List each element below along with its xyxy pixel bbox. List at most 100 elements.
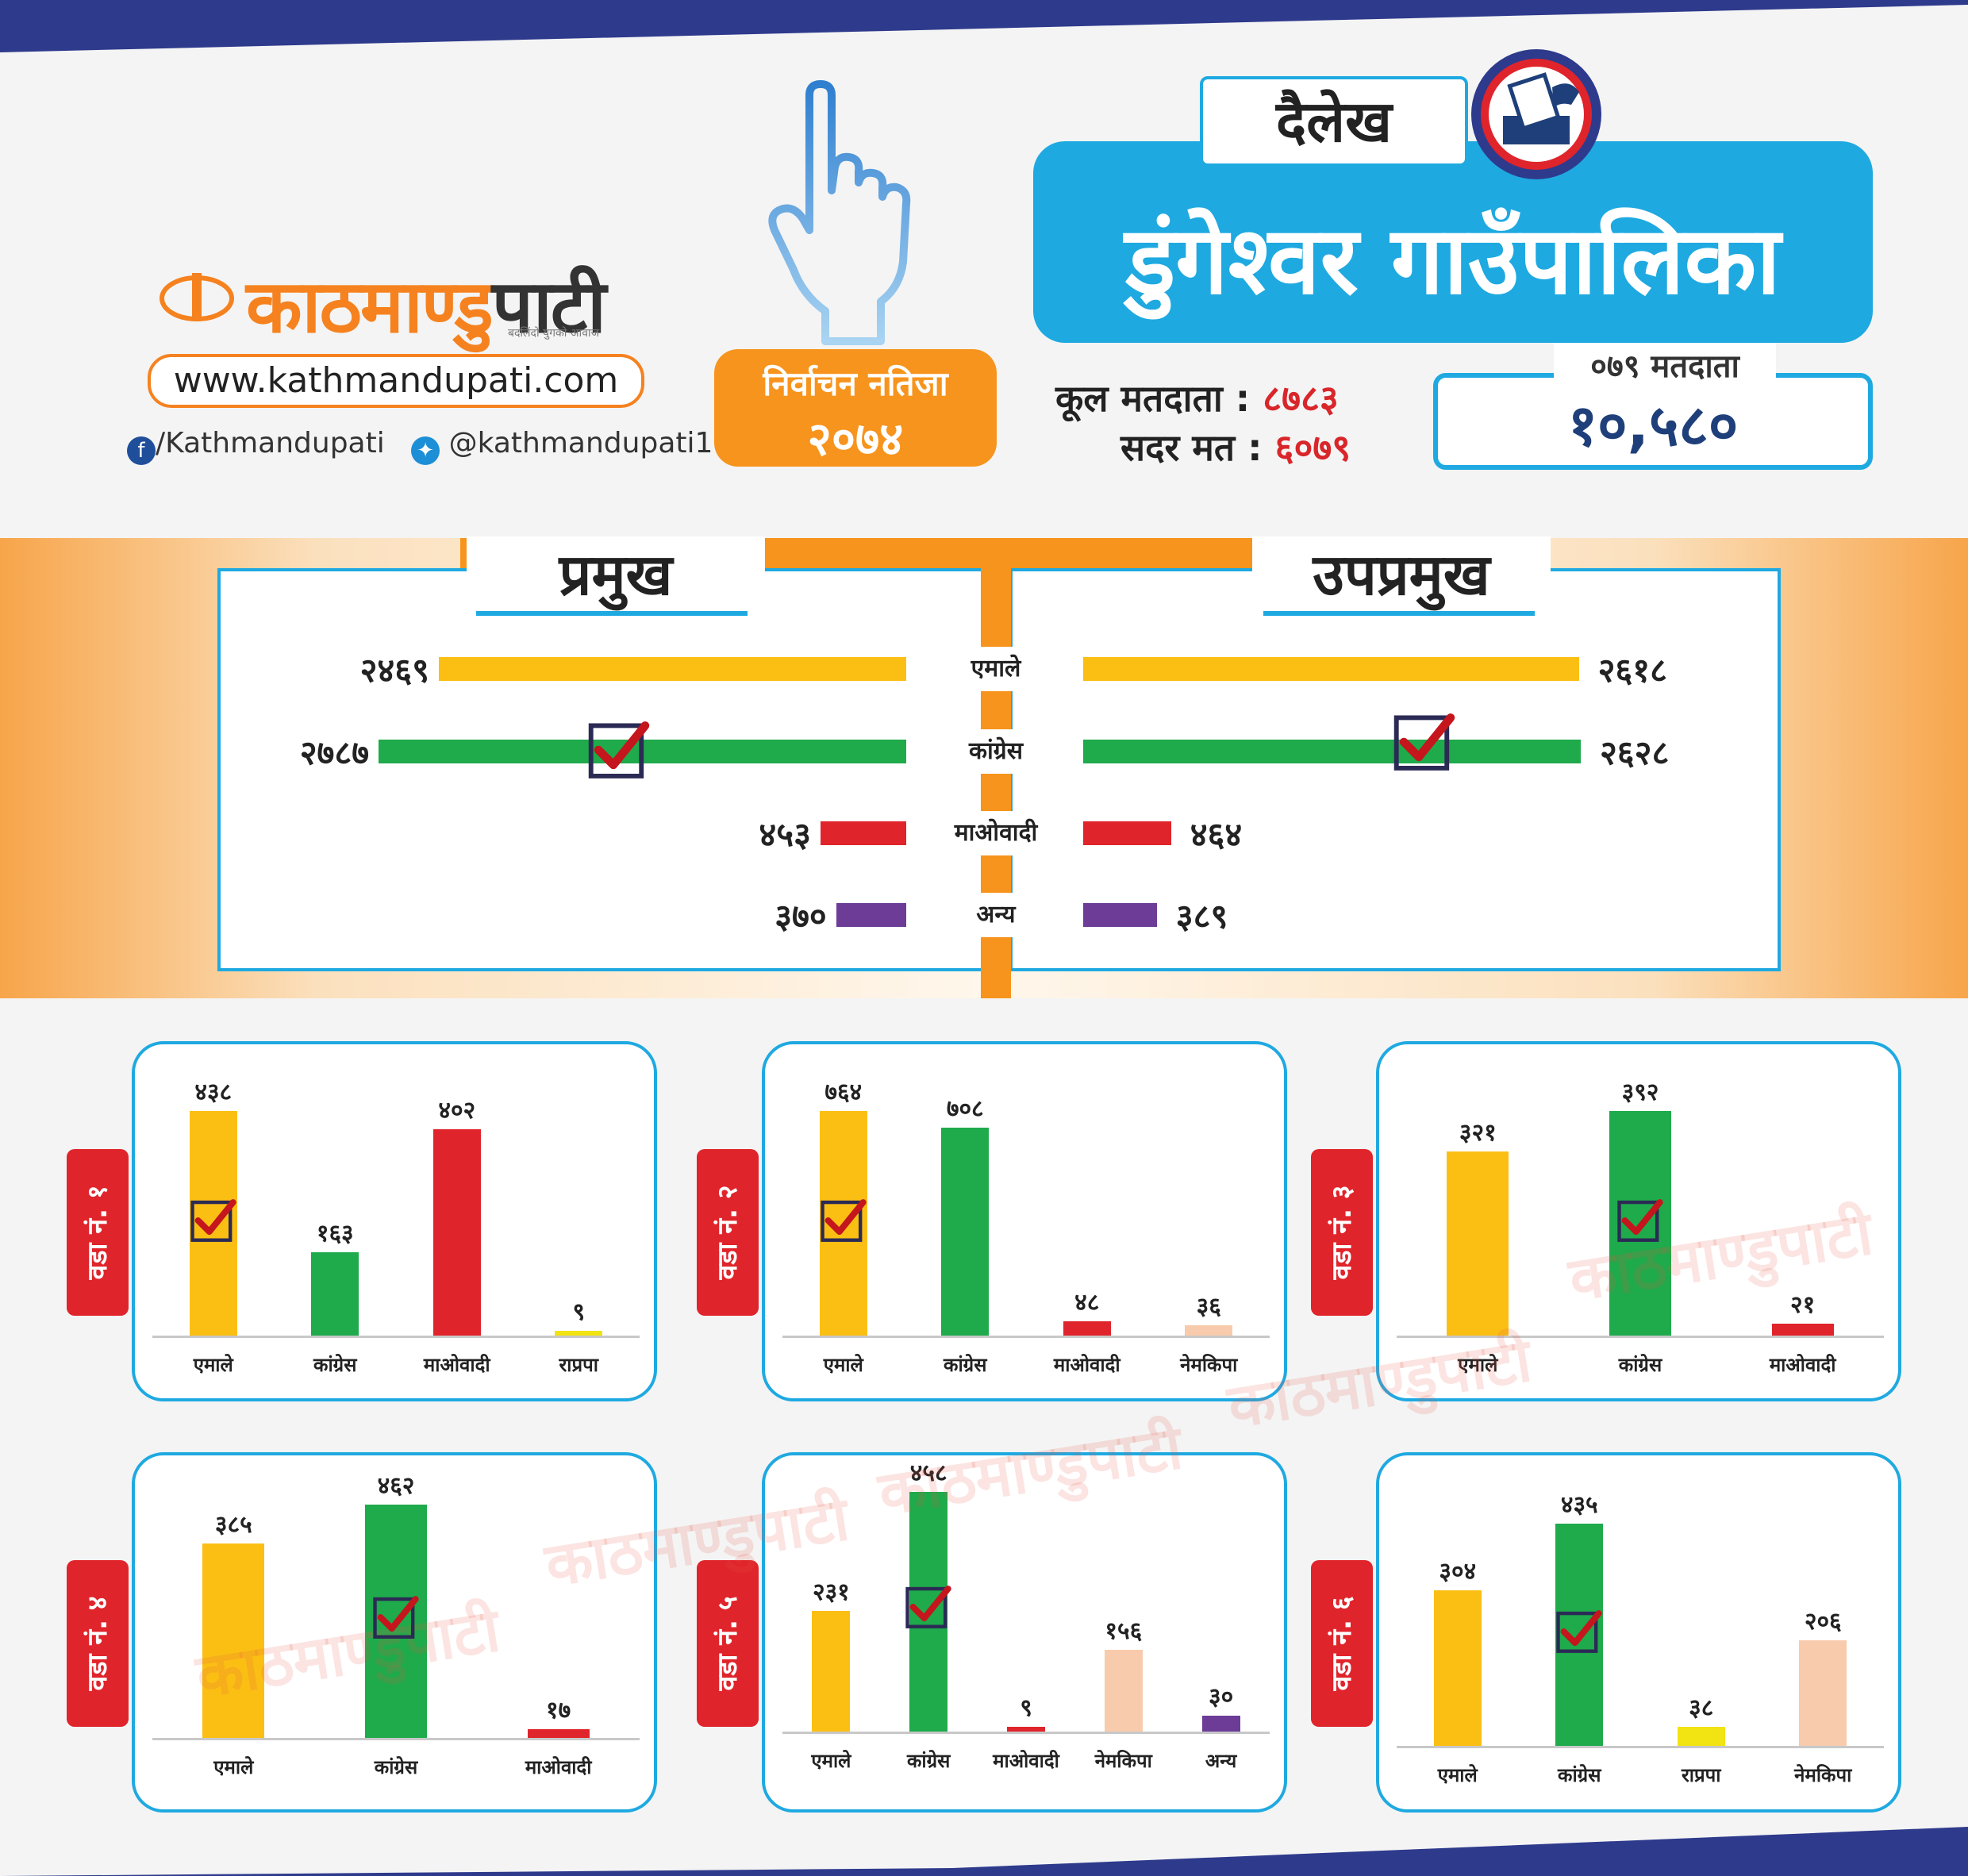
ward-bar-category: एमाले bbox=[1437, 1764, 1478, 1786]
ward-bar-category: कांग्रेस bbox=[906, 1750, 951, 1772]
deputy-title-underline bbox=[1263, 611, 1535, 616]
mayor-bar bbox=[820, 821, 906, 845]
ward-bar-value: ३८ bbox=[1689, 1693, 1714, 1722]
facebook-handle[interactable]: /Kathmandupati bbox=[156, 427, 385, 459]
ward-winner-checkmark-icon bbox=[905, 1585, 951, 1628]
ward-bar-category: माओवादी bbox=[1053, 1354, 1120, 1376]
deputy-winner-checkmark-icon bbox=[1394, 713, 1455, 771]
ward-bar-value: ४६२ bbox=[377, 1472, 415, 1500]
result-badge-line1: निर्वाचन नतिजा bbox=[763, 364, 948, 403]
ward-bar-category: माओवादी bbox=[1769, 1354, 1836, 1376]
ward-bar bbox=[311, 1251, 359, 1336]
election-result-badge: निर्वाचन नतिजा २०७४ bbox=[714, 349, 997, 467]
ward-bar-category: कांग्रेस bbox=[374, 1756, 418, 1778]
party-label: अन्य bbox=[940, 893, 1052, 937]
ward-tab: वडा नं. १ bbox=[67, 1149, 129, 1316]
ward-bar-value: २३१ bbox=[812, 1578, 850, 1606]
ward-baseline bbox=[1397, 1336, 1884, 1338]
valid-votes-value: ६०७९ bbox=[1274, 426, 1351, 469]
ward-baseline bbox=[152, 1336, 640, 1338]
deputy-bar bbox=[1083, 657, 1579, 681]
voters-2079-value: १०,५८० bbox=[1433, 373, 1873, 470]
ward-bar-value: ४०२ bbox=[438, 1097, 476, 1125]
logo-name-part2: पाटी bbox=[491, 264, 606, 349]
ward-bar-value: ३० bbox=[1208, 1683, 1234, 1712]
ward-bar-value: ४५८ bbox=[909, 1459, 947, 1487]
mayor-winner-checkmark-icon bbox=[589, 721, 650, 778]
ward-tab: वडा नं. २ bbox=[697, 1149, 759, 1316]
ward-bar-value: ९ bbox=[1020, 1694, 1032, 1722]
deputy-bar bbox=[1083, 740, 1581, 763]
ward-winner-checkmark-icon bbox=[1617, 1198, 1663, 1242]
deputy-title: उपप्रमुख bbox=[1252, 536, 1551, 613]
ward-winner-checkmark-icon bbox=[190, 1198, 236, 1242]
ward-bar-value: ३९२ bbox=[1621, 1078, 1659, 1106]
facebook-icon[interactable]: f bbox=[127, 436, 156, 465]
ward-tab: वडा नं. ५ bbox=[697, 1560, 759, 1727]
deputy-bar bbox=[1083, 821, 1171, 845]
ward-bar-category: कांग्रेस bbox=[944, 1354, 987, 1376]
ward-tab: वडा नं. ३ bbox=[1311, 1149, 1373, 1316]
voting-finger-icon bbox=[768, 80, 911, 345]
deputy-value: ३८९ bbox=[1175, 897, 1228, 936]
ward-bar-value: २०६ bbox=[1804, 1608, 1842, 1636]
ward-bar bbox=[527, 1729, 590, 1738]
ward-bar bbox=[1104, 1650, 1143, 1732]
deputy-bar bbox=[1083, 903, 1157, 927]
total-voters-stat: कूल मतदाता : ८७८३ bbox=[1055, 373, 1339, 422]
logo-wordmark: काठमाण्डुपाटी bbox=[151, 254, 606, 353]
deputy-value: २६१८ bbox=[1597, 651, 1667, 690]
valid-votes-stat: सदर मत : ६०७९ bbox=[1120, 422, 1351, 471]
ward-bar-category: एमाले bbox=[193, 1354, 233, 1376]
ward-baseline bbox=[782, 1732, 1270, 1734]
ward-bar bbox=[1185, 1324, 1233, 1336]
ward-bar bbox=[1201, 1716, 1240, 1732]
ward-baseline bbox=[1397, 1746, 1884, 1748]
ward-bar-value: २१ bbox=[1790, 1290, 1816, 1319]
total-voters-label: कूल मतदाता bbox=[1055, 377, 1223, 420]
mayor-value: २४६९ bbox=[359, 651, 429, 690]
logo-tagline: बदलिंदो युगको आवाज bbox=[508, 327, 599, 340]
ward-bar bbox=[202, 1543, 265, 1738]
social-links: f/Kathmandupati ✦ @kathmandupati1 bbox=[127, 427, 713, 465]
ward-bar bbox=[1063, 1321, 1111, 1336]
ward-bar bbox=[812, 1610, 851, 1732]
ward-bar-category: कांग्रेस bbox=[1618, 1354, 1662, 1376]
ward-bar-value: ९ bbox=[572, 1298, 586, 1326]
result-badge-year: २०७४ bbox=[807, 412, 904, 466]
logo-name-part1: काठमाण्डु bbox=[246, 264, 494, 349]
ward-bar-value: १६३ bbox=[316, 1219, 354, 1247]
mayor-title: प्रमुख bbox=[467, 536, 765, 613]
valid-votes-label: सदर मत bbox=[1120, 426, 1236, 469]
ward-baseline bbox=[782, 1336, 1270, 1338]
ward-bar-value: ७६४ bbox=[824, 1078, 863, 1106]
twitter-icon[interactable]: ✦ bbox=[411, 436, 440, 465]
party-label: कांग्रेस bbox=[940, 729, 1052, 774]
ward-bar-category: एमाले bbox=[823, 1354, 863, 1376]
ward-bar-category: अन्य bbox=[1205, 1750, 1237, 1772]
ward-bar-category: नेमकिपा bbox=[1180, 1354, 1238, 1376]
ward-bar bbox=[1799, 1640, 1847, 1746]
ward-bar-value: १७ bbox=[546, 1697, 571, 1725]
ward-bar bbox=[1007, 1727, 1045, 1732]
ward-bar-category: नेमकिपा bbox=[1094, 1750, 1152, 1772]
ward-title: वडा नं. ५ bbox=[712, 1596, 744, 1691]
ward-bar-value: ३८५ bbox=[214, 1511, 252, 1539]
party-label: माओवादी bbox=[940, 811, 1052, 855]
ward-bar-value: ३०४ bbox=[1439, 1558, 1477, 1586]
ward-winner-checkmark-icon bbox=[821, 1198, 867, 1242]
ward-bar-value: ४३८ bbox=[194, 1078, 233, 1106]
ward-winner-checkmark-icon bbox=[1556, 1610, 1602, 1654]
ward-bar bbox=[432, 1129, 481, 1336]
ward-bar bbox=[1771, 1323, 1834, 1336]
mayor-title-underline bbox=[476, 611, 748, 616]
website-link[interactable]: www.kathmandupati.com bbox=[148, 354, 644, 408]
twitter-handle[interactable]: @kathmandupati1 bbox=[448, 427, 713, 459]
ward-tab: वडा नं. ४ bbox=[67, 1560, 129, 1727]
ward-bar-category: कांग्रेस bbox=[313, 1354, 357, 1376]
ward-baseline bbox=[152, 1738, 640, 1740]
ward-bar-category: नेमकिपा bbox=[1794, 1764, 1852, 1786]
ward-bar bbox=[555, 1331, 603, 1336]
mayor-value: २७८७ bbox=[299, 733, 370, 772]
ward-title: वडा नं. ३ bbox=[1326, 1185, 1358, 1280]
